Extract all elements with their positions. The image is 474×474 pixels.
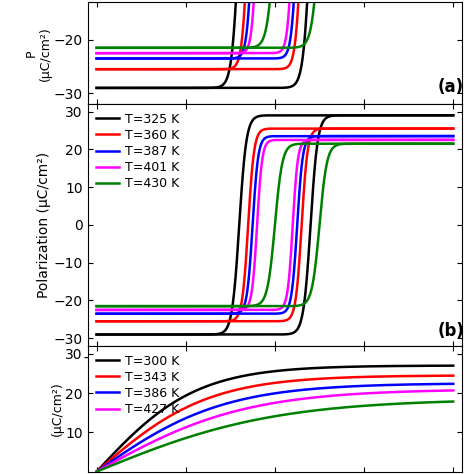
- T=401 K: [387, 137, 392, 143]
- T=360 K: [321, 126, 327, 131]
- Line: T=387 K: T=387 K: [97, 136, 453, 314]
- T=300 K: [450, 363, 456, 368]
- T=401 K: [401, 137, 407, 143]
- T=300 K: [364, 364, 370, 369]
- T=300 K: [401, 363, 407, 369]
- T=360 K: [412, 126, 418, 131]
- T=427 K: [116, 457, 121, 463]
- Text: (a): (a): [438, 78, 464, 96]
- T=427 K: [321, 393, 327, 399]
- T=401 K: [94, 307, 100, 313]
- T=430 K: [310, 279, 316, 284]
- T=386 K: [450, 381, 456, 387]
- T=360 K: [450, 126, 456, 131]
- T=430 K: [401, 141, 407, 146]
- T=387 K: [364, 133, 370, 139]
- T=430 K: [449, 141, 455, 146]
- Line: T=360 K: T=360 K: [97, 128, 453, 321]
- T=427 K: [450, 388, 456, 393]
- Line: T=325 K: T=325 K: [97, 115, 453, 335]
- T=387 K: [321, 133, 327, 139]
- T=387 K: [401, 133, 406, 139]
- T=401 K: [301, 139, 307, 145]
- Legend: T=325 K, T=360 K, T=387 K, T=401 K, T=430 K: T=325 K, T=360 K, T=387 K, T=401 K, T=43…: [94, 110, 182, 193]
- Line: T=386 K: T=386 K: [97, 384, 453, 472]
- X-axis label: E (kV/cm): E (kV/cm): [238, 366, 312, 381]
- Legend: T=300 K, T=343 K, T=386 K, T=427 K: T=300 K, T=343 K, T=386 K, T=427 K: [94, 352, 182, 419]
- T=325 K: [310, 185, 316, 191]
- T=300 K: [301, 366, 307, 372]
- T=325 K: [301, 304, 307, 310]
- Line: T=430 K: T=430 K: [97, 144, 453, 306]
- T=325 K: [94, 332, 100, 337]
- Line: T=343 K: T=343 K: [97, 376, 453, 472]
- T=343 K: [321, 376, 327, 382]
- T=343 K: [94, 469, 100, 474]
- T=386 K: [94, 469, 100, 474]
- T=343 K: [450, 373, 456, 379]
- T=387 K: [94, 311, 100, 317]
- T=427 K: [310, 395, 316, 401]
- T=401 K: [450, 137, 456, 143]
- T=343 K: [401, 373, 407, 379]
- T=343 K: [301, 377, 307, 383]
- T=427 K: [301, 396, 307, 401]
- T=430 K: [321, 180, 327, 185]
- T=401 K: [364, 137, 370, 143]
- T=360 K: [401, 126, 407, 131]
- T=386 K: [301, 387, 307, 392]
- T=300 K: [321, 365, 327, 371]
- T=360 K: [364, 126, 370, 131]
- T=300 K: [94, 469, 100, 474]
- T=430 K: [94, 303, 100, 309]
- T=360 K: [94, 319, 100, 324]
- T=386 K: [321, 385, 327, 391]
- T=386 K: [116, 454, 121, 459]
- T=360 K: [301, 190, 307, 196]
- Line: T=401 K: T=401 K: [97, 140, 453, 310]
- T=430 K: [450, 141, 456, 146]
- T=300 K: [116, 446, 121, 451]
- T=325 K: [116, 332, 121, 337]
- Text: (b): (b): [438, 322, 465, 340]
- Line: T=300 K: T=300 K: [97, 365, 453, 472]
- T=387 K: [450, 133, 456, 139]
- T=387 K: [301, 149, 307, 155]
- T=427 K: [94, 469, 100, 474]
- T=401 K: [116, 307, 121, 313]
- T=387 K: [310, 134, 316, 139]
- T=401 K: [321, 137, 327, 143]
- T=427 K: [364, 391, 370, 396]
- Y-axis label: Polarization (μC/cm²): Polarization (μC/cm²): [37, 152, 51, 298]
- T=386 K: [310, 386, 316, 392]
- T=343 K: [116, 450, 121, 456]
- T=325 K: [443, 112, 449, 118]
- T=430 K: [364, 141, 370, 146]
- T=386 K: [364, 383, 370, 389]
- T=360 K: [116, 319, 121, 324]
- T=343 K: [310, 376, 316, 382]
- Y-axis label: (μC/cm²): (μC/cm²): [51, 382, 64, 436]
- T=386 K: [401, 382, 407, 387]
- T=325 K: [321, 118, 327, 123]
- T=430 K: [116, 303, 121, 309]
- T=325 K: [450, 112, 456, 118]
- T=387 K: [401, 133, 407, 139]
- T=360 K: [310, 130, 316, 136]
- Y-axis label: P
(μC/cm²): P (μC/cm²): [24, 26, 52, 81]
- T=430 K: [301, 301, 307, 307]
- T=387 K: [116, 311, 121, 317]
- T=401 K: [310, 137, 316, 143]
- Line: T=427 K: T=427 K: [97, 391, 453, 472]
- T=427 K: [401, 389, 407, 394]
- T=300 K: [310, 365, 316, 371]
- T=325 K: [364, 112, 370, 118]
- T=325 K: [401, 112, 407, 118]
- T=343 K: [364, 374, 370, 380]
